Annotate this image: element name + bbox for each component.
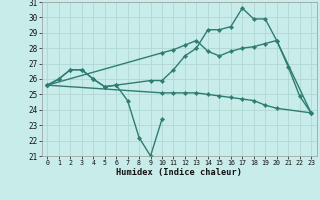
X-axis label: Humidex (Indice chaleur): Humidex (Indice chaleur) xyxy=(116,168,242,177)
